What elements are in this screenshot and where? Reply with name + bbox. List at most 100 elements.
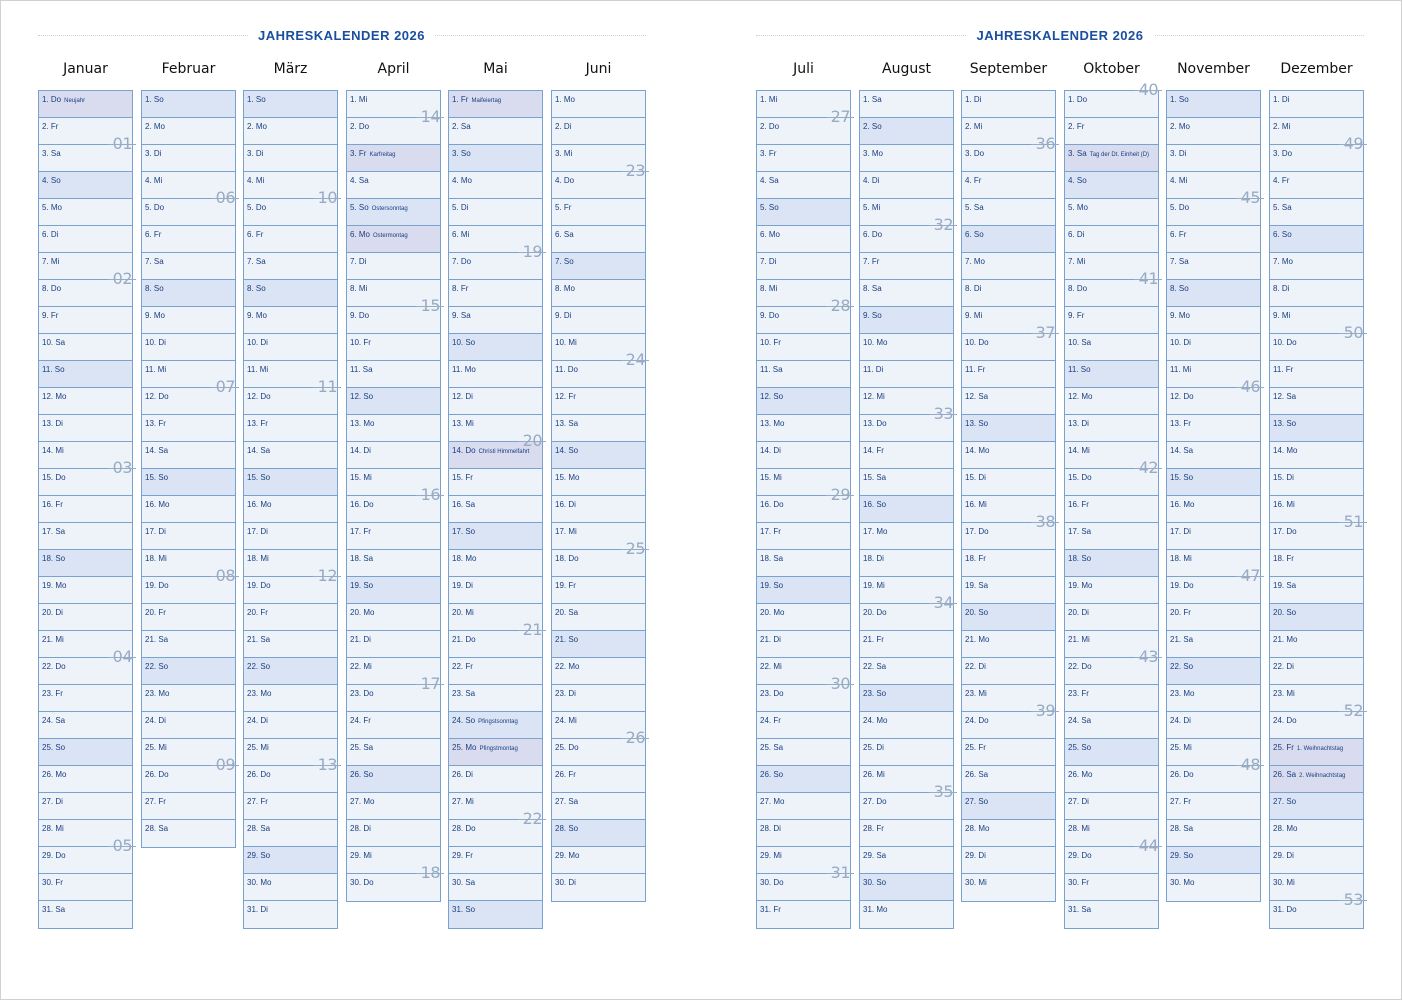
day-cell[interactable]: 17. Do 38 (962, 512, 1059, 550)
day-cell[interactable]: 25. Fr (962, 739, 1055, 766)
day-cell[interactable]: 19. Mo (1065, 577, 1158, 604)
day-cell[interactable]: 28. Mo (962, 820, 1055, 847)
day-cell[interactable]: 3. Di (244, 145, 337, 172)
day-cell[interactable]: 18. So (1065, 550, 1158, 577)
day-cell[interactable]: 26. So (757, 766, 850, 793)
day-cell[interactable]: 10. Fr (347, 334, 440, 361)
day-cell[interactable]: 11. Sa (347, 361, 440, 388)
day-cell[interactable]: 2. Mo (142, 118, 235, 145)
day-cell[interactable]: 21. So (552, 631, 645, 658)
day-cell[interactable]: 4. Sa (757, 172, 850, 199)
day-cell[interactable]: 18. Sa (757, 550, 850, 577)
day-cell[interactable]: 27. So (1270, 793, 1363, 820)
day-cell[interactable]: 13. Do 33 (860, 404, 957, 442)
day-cell[interactable]: 23. Sa (449, 685, 542, 712)
day-cell[interactable]: 28. So (552, 820, 645, 847)
day-cell[interactable]: 26. So (347, 766, 440, 793)
day-cell[interactable]: 29. Di (1270, 847, 1363, 874)
day-cell[interactable]: 18. Mi (1167, 550, 1260, 577)
day-cell[interactable]: 31. Do 53 (1270, 890, 1367, 928)
day-cell[interactable]: 8. Sa (860, 280, 953, 307)
day-cell[interactable]: 27. Mo (757, 793, 850, 820)
day-cell[interactable]: 15. Di (1270, 469, 1363, 496)
day-cell[interactable]: 4. Di (860, 172, 953, 199)
day-cell[interactable]: 21. Mo (1270, 631, 1363, 658)
day-cell[interactable]: 25. Mo Pfingstmontag (449, 739, 542, 766)
day-cell[interactable]: 8. Do 41 (1065, 269, 1162, 307)
day-cell[interactable]: 8. Do 02 (39, 269, 136, 307)
day-cell[interactable]: 17. Di (142, 523, 235, 550)
day-cell[interactable]: 21. Sa (1167, 631, 1260, 658)
day-cell[interactable]: 28. Mo (1270, 820, 1363, 847)
day-cell[interactable]: 17. Sa (1065, 523, 1158, 550)
day-cell[interactable]: 24. Di (1167, 712, 1260, 739)
day-cell[interactable]: 4. Sa (347, 172, 440, 199)
day-cell[interactable]: 7. Sa (142, 253, 235, 280)
day-cell[interactable]: 13. So (1270, 415, 1363, 442)
day-cell[interactable]: 2. Fr (39, 118, 132, 145)
day-cell[interactable]: 16. Mo (1167, 496, 1260, 523)
day-cell[interactable]: 11. Mi (244, 361, 337, 388)
day-cell[interactable]: 3. Do 49 (1270, 134, 1367, 172)
day-cell[interactable]: 28. Mi (1065, 820, 1158, 847)
day-cell[interactable]: 26. Fr (552, 766, 645, 793)
day-cell[interactable]: 22. Sa (860, 658, 953, 685)
day-cell[interactable]: 15. So (1167, 469, 1260, 496)
day-cell[interactable]: 2. Do 27 (757, 107, 854, 145)
day-cell[interactable]: 1. Mi (757, 91, 850, 118)
day-cell[interactable]: 10. Di (244, 334, 337, 361)
day-cell[interactable]: 11. Mi (1167, 361, 1260, 388)
day-cell[interactable]: 9. Mi (1270, 307, 1363, 334)
day-cell[interactable]: 12. Do 07 (142, 377, 239, 415)
day-cell[interactable]: 4. Mo (449, 172, 542, 199)
day-cell[interactable]: 13. Di (1065, 415, 1158, 442)
day-cell[interactable]: 18. Fr (962, 550, 1055, 577)
day-cell[interactable]: 11. Mo (449, 361, 542, 388)
day-cell[interactable]: 20. Di (39, 604, 132, 631)
day-cell[interactable]: 21. Do 21 (449, 620, 546, 658)
day-cell[interactable]: 10. Do 37 (962, 323, 1059, 361)
day-cell[interactable]: 5. So (757, 199, 850, 226)
day-cell[interactable]: 19. Sa (1270, 577, 1363, 604)
day-cell[interactable]: 23. So (860, 685, 953, 712)
day-cell[interactable]: 27. Fr (142, 793, 235, 820)
day-cell[interactable]: 20. Sa (552, 604, 645, 631)
day-cell[interactable]: 23. Mo (244, 685, 337, 712)
day-cell[interactable]: 1. So (244, 91, 337, 118)
day-cell[interactable]: 25. Fr 1. Weihnachtstag (1270, 739, 1363, 766)
day-cell[interactable]: 1. Do Neujahr (39, 91, 132, 118)
day-cell[interactable]: 14. Do Christi Himmelfahrt 20 (449, 431, 546, 469)
day-cell[interactable]: 21. Di (757, 631, 850, 658)
day-cell[interactable]: 2. Mo (244, 118, 337, 145)
day-cell[interactable]: 7. So (552, 253, 645, 280)
day-cell[interactable]: 24. Do 52 (1270, 701, 1367, 739)
day-cell[interactable]: 22. Di (962, 658, 1055, 685)
day-cell[interactable]: 26. Di (449, 766, 542, 793)
day-cell[interactable]: 10. Sa (1065, 334, 1158, 361)
day-cell[interactable]: 5. Do 10 (244, 188, 341, 226)
day-cell[interactable]: 26. Mi (860, 766, 953, 793)
day-cell[interactable]: 27. Di (1065, 793, 1158, 820)
day-cell[interactable]: 5. Di (449, 199, 542, 226)
day-cell[interactable]: 6. Fr (142, 226, 235, 253)
day-cell[interactable]: 24. Do 39 (962, 701, 1059, 739)
day-cell[interactable]: 26. Do 48 (1167, 755, 1264, 793)
day-cell[interactable]: 13. Fr (1167, 415, 1260, 442)
day-cell[interactable]: 28. Di (347, 820, 440, 847)
day-cell[interactable]: 14. Mi (39, 442, 132, 469)
day-cell[interactable]: 5. So Ostersonntag (347, 199, 440, 226)
day-cell[interactable]: 25. Mi (244, 739, 337, 766)
day-cell[interactable]: 1. Di (1270, 91, 1363, 118)
day-cell[interactable]: 14. Sa (1167, 442, 1260, 469)
day-cell[interactable]: 24. Sa (39, 712, 132, 739)
day-cell[interactable]: 2. Di (552, 118, 645, 145)
day-cell[interactable]: 16. Mi (1270, 496, 1363, 523)
day-cell[interactable]: 19. Mo (39, 577, 132, 604)
day-cell[interactable]: 6. Sa (552, 226, 645, 253)
day-cell[interactable]: 27. Mo (347, 793, 440, 820)
day-cell[interactable]: 17. So (449, 523, 542, 550)
day-cell[interactable]: 12. Do 46 (1167, 377, 1264, 415)
day-cell[interactable]: 9. Mo (244, 307, 337, 334)
day-cell[interactable]: 12. Sa (1270, 388, 1363, 415)
day-cell[interactable]: 20. Fr (244, 604, 337, 631)
